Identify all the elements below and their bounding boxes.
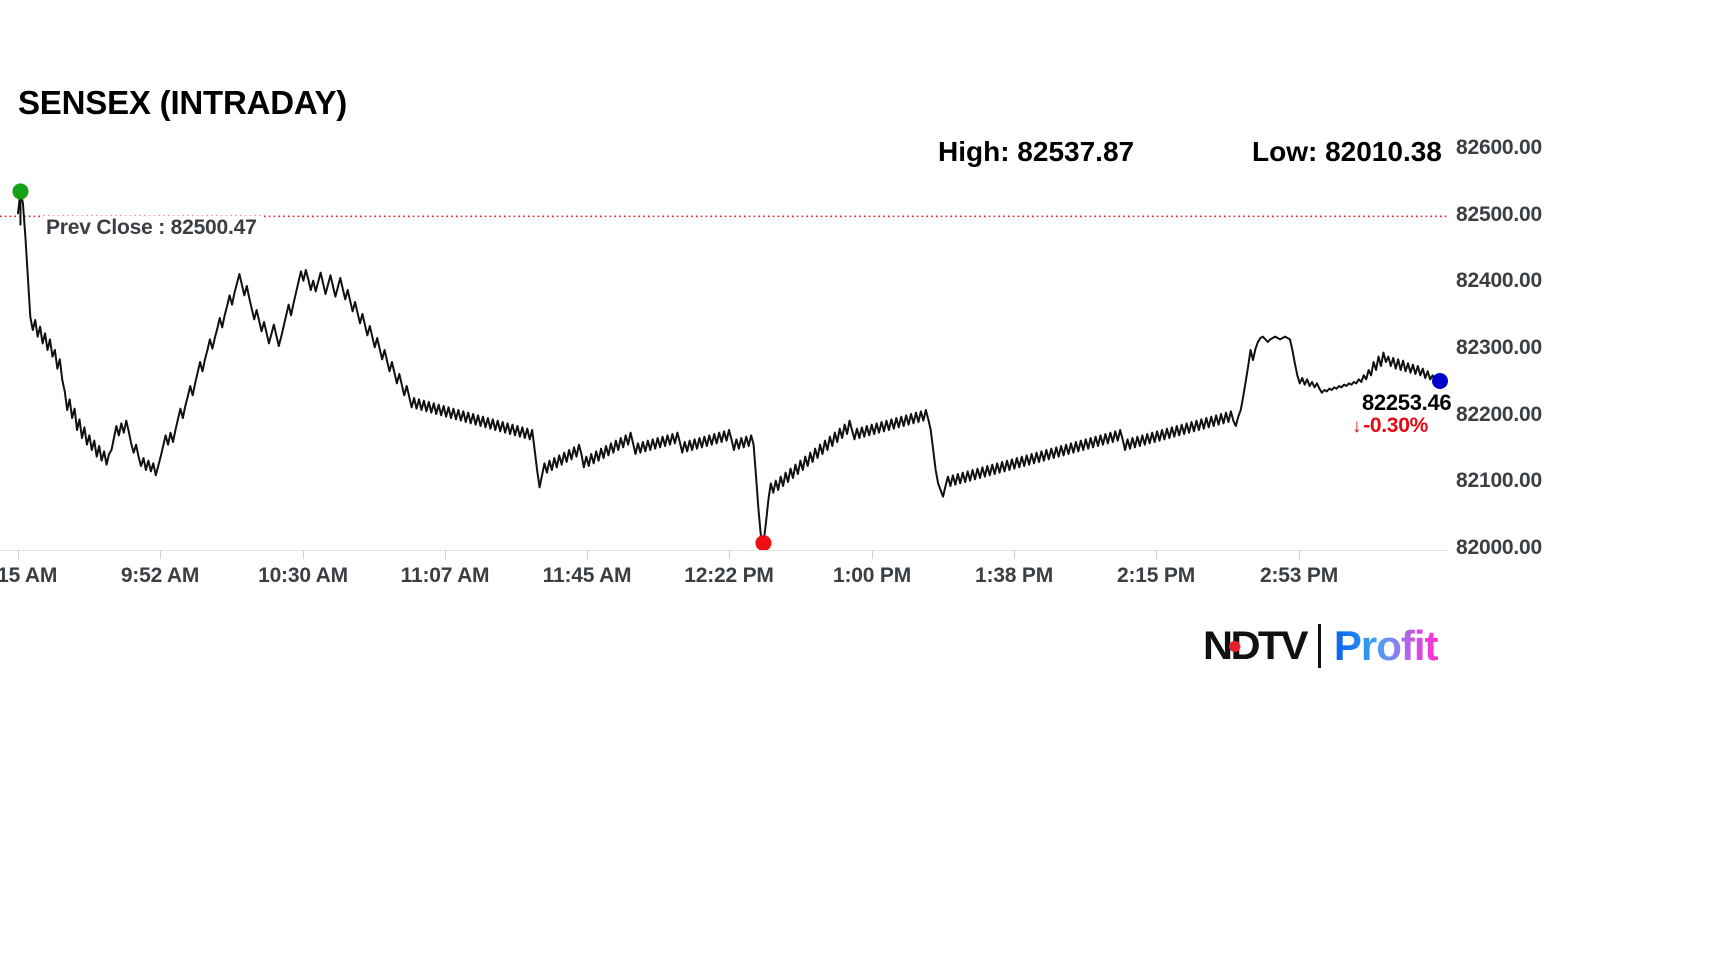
page-title: SENSEX (INTRADAY) — [18, 84, 348, 121]
price-plot-area — [0, 150, 1448, 552]
x-axis-tickmark — [729, 550, 730, 559]
x-axis-tick-label: 1:00 PM — [833, 564, 911, 587]
day-low-marker — [755, 535, 772, 552]
x-axis-tickmark — [1156, 550, 1157, 559]
ndtv-wordmark: NDTV — [1203, 623, 1308, 669]
day-high-marker — [12, 183, 29, 200]
y-axis-tick: 82500.00 — [1456, 202, 1542, 226]
x-axis-tick-label: 9:15 AM — [0, 564, 58, 587]
x-axis-tickmark — [587, 550, 588, 559]
x-axis-line — [0, 550, 1448, 551]
y-axis-tick: 82400.00 — [1456, 269, 1542, 293]
x-axis-tickmark — [872, 550, 873, 559]
prev-close-label: Prev Close : 82500.47 — [42, 216, 261, 240]
x-axis-tickmark — [1014, 550, 1015, 559]
last-change-value: -0.30% — [1363, 414, 1428, 437]
x-axis-tick-label: 9:52 AM — [120, 564, 200, 587]
y-axis: 82600.00 82500.00 82400.00 82300.00 82200.00… — [1456, 0, 1636, 600]
profit-wordmark: Profit — [1333, 622, 1439, 669]
last-price-marker — [1432, 373, 1448, 390]
x-axis-tickmark — [160, 550, 161, 559]
day-low-label: Low: 82010.38 — [1252, 136, 1442, 167]
x-axis-tickmark — [18, 550, 19, 559]
y-axis-tick: 82000.00 — [1456, 536, 1542, 559]
price-line — [17, 190, 1441, 545]
y-axis-tick: 82600.00 — [1456, 136, 1542, 159]
x-axis-tickmark — [303, 550, 304, 559]
logo-divider — [1317, 624, 1321, 668]
y-axis-tick: 82200.00 — [1456, 402, 1542, 426]
last-price-value: 82253.46 — [1362, 390, 1452, 415]
x-axis-tickmark — [445, 550, 446, 559]
x-axis-tick-label: 2:15 PM — [1117, 564, 1195, 587]
x-axis-tickmark — [1299, 550, 1300, 559]
down-arrow-icon: ↓ — [1352, 416, 1362, 437]
x-axis-tick-label: 1:38 PM — [975, 564, 1053, 587]
last-price-change: ↓-0.30% — [1352, 414, 1428, 438]
ndtv-text: NDTV — [1203, 623, 1308, 668]
x-axis-tick-label: 11:07 AM — [400, 564, 490, 587]
ndtv-red-dot-icon — [1229, 640, 1241, 652]
y-axis-tick: 82300.00 — [1456, 336, 1542, 359]
ndtv-profit-logo: NDTV Profit — [1203, 620, 1439, 672]
day-high-label: High: 82537.87 — [938, 136, 1135, 167]
x-axis-tick-label: 10:30 AM — [258, 564, 348, 587]
x-axis-tick-label: 2:53 PM — [1260, 564, 1338, 587]
high-low-row: High: 82537.87 Low: 82010.38 — [930, 136, 1510, 174]
price-chart-svg — [0, 183, 1448, 552]
y-axis-tick: 82100.00 — [1456, 469, 1542, 493]
x-axis-tick-label: 11:45 AM — [542, 564, 632, 587]
x-axis-tick-label: 12:22 PM — [684, 564, 774, 587]
x-axis: 9:15 AM 9:52 AM 10:30 AM 11:07 AM 11:45 AM 12… — [0, 550, 1448, 600]
